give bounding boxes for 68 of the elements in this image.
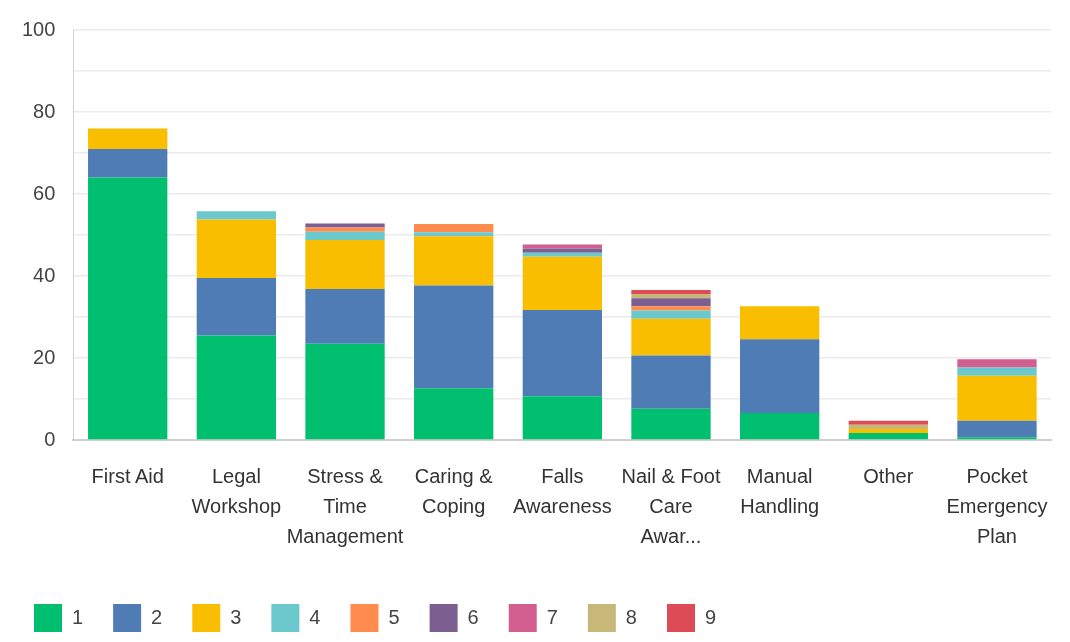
legend-label: 3	[230, 605, 242, 628]
bar	[196, 278, 277, 336]
bar	[957, 359, 1037, 368]
bar	[305, 227, 385, 232]
x-tick-label: Stress & Time Management	[286, 464, 404, 547]
legend-label: 7	[546, 605, 558, 628]
bar	[414, 388, 494, 440]
bar	[522, 252, 602, 257]
bar	[957, 437, 1037, 440]
x-tick-label: Falls Awareness	[513, 464, 612, 517]
bar	[305, 239, 385, 290]
bar	[196, 211, 277, 220]
legend-label: 8	[625, 605, 637, 628]
y-tick-label: 100	[21, 17, 56, 40]
legend-label: 9	[704, 605, 717, 628]
bar	[848, 433, 928, 440]
bar	[957, 375, 1037, 421]
bar	[305, 343, 385, 440]
legend-label: 6	[467, 605, 479, 628]
bar	[305, 223, 385, 228]
legend-label: 4	[309, 605, 321, 628]
y-tick-label: 60	[33, 181, 56, 204]
bar	[631, 310, 711, 319]
bar	[522, 256, 602, 311]
bar	[848, 420, 928, 425]
bar	[740, 412, 820, 440]
x-tick-label: Nail & Foot Care Awar...	[621, 464, 721, 547]
bar	[957, 367, 1037, 376]
bar	[414, 223, 494, 233]
bar	[957, 420, 1037, 438]
bar	[522, 248, 602, 253]
bar	[414, 232, 494, 237]
y-tick-label: 0	[44, 427, 56, 450]
bar	[522, 310, 602, 397]
bar	[631, 294, 711, 299]
x-tick-label: Other	[863, 464, 914, 487]
bar	[631, 289, 711, 295]
legend-label: 2	[151, 605, 163, 628]
y-tick-label: 40	[33, 263, 56, 286]
bar	[740, 306, 820, 340]
legend-label: 1	[72, 605, 84, 628]
bar	[631, 408, 711, 440]
bar	[88, 177, 168, 440]
bar	[740, 339, 820, 413]
bar	[196, 335, 277, 440]
x-tick-label: Caring & Coping	[414, 464, 494, 517]
bar	[305, 231, 385, 240]
bar	[414, 285, 494, 389]
bar	[522, 396, 602, 440]
bar	[305, 289, 385, 344]
bar	[196, 219, 277, 279]
bar	[631, 355, 711, 409]
bar	[522, 244, 602, 249]
x-tick-label: Manual Handling	[740, 464, 820, 517]
bar	[88, 148, 168, 178]
x-tick-label: Pocket Emergency Plan	[946, 464, 1048, 547]
y-tick-label: 80	[33, 99, 56, 122]
bar	[848, 424, 928, 429]
bar	[631, 306, 711, 311]
bar	[88, 128, 168, 149]
legend-label: 5	[388, 605, 400, 628]
bar	[414, 236, 494, 286]
bar	[631, 298, 711, 307]
bar	[848, 428, 928, 434]
x-tick-label: Legal Workshop	[191, 464, 282, 517]
x-tick-label: First Aid	[91, 464, 164, 487]
bar	[631, 318, 711, 356]
y-tick-label: 20	[33, 345, 56, 368]
